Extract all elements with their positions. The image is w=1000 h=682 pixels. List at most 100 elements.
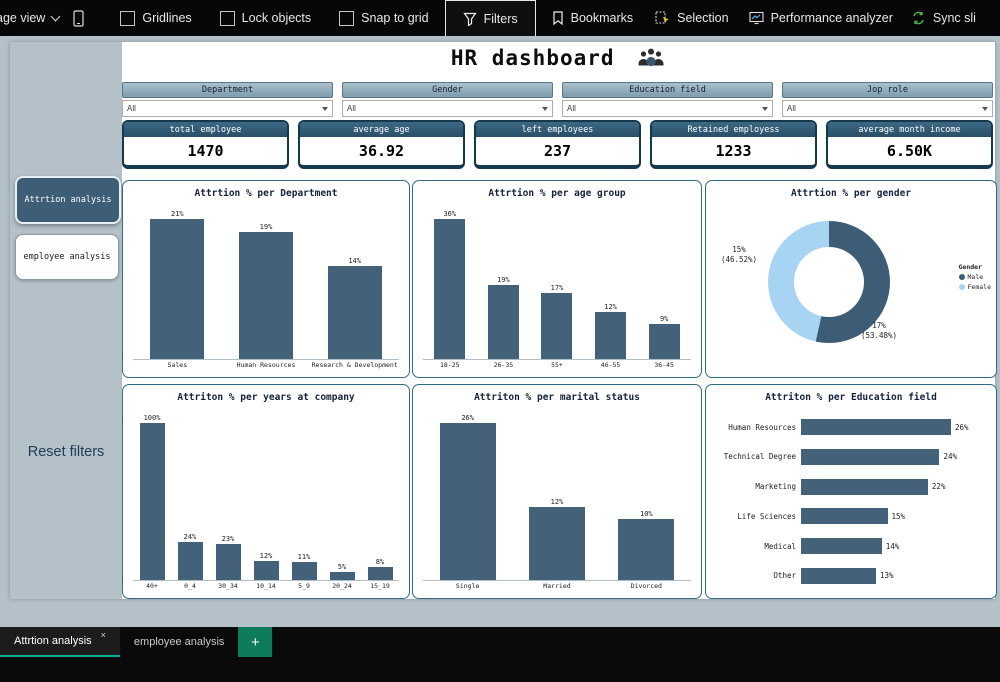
bar[interactable] bbox=[253, 560, 279, 580]
bar[interactable] bbox=[215, 543, 241, 580]
slicer-gender-dropdown[interactable]: All bbox=[342, 100, 553, 117]
report-page: Attrtion analysis employee analysis Rese… bbox=[10, 42, 997, 599]
bar[interactable] bbox=[528, 507, 585, 580]
bar-category-label: Other bbox=[773, 571, 796, 581]
employee-analysis-button[interactable]: employee analysis bbox=[15, 234, 119, 280]
bar[interactable] bbox=[150, 219, 205, 359]
bar[interactable] bbox=[801, 478, 928, 495]
bar[interactable] bbox=[801, 538, 882, 555]
bar-column[interactable]: 21% bbox=[133, 208, 222, 359]
slicer-job-role-value: All bbox=[787, 104, 796, 113]
bar[interactable] bbox=[329, 571, 355, 580]
hbar-row[interactable]: Life Sciences 15% bbox=[712, 506, 988, 526]
bar-column[interactable]: 14% bbox=[310, 208, 399, 359]
bar-column[interactable]: 26% bbox=[423, 412, 512, 580]
bar[interactable] bbox=[801, 508, 888, 525]
kpi-value: 6.50K bbox=[886, 142, 933, 160]
kpi-average-month-income[interactable]: average month income 6.50K bbox=[826, 120, 993, 169]
bar[interactable] bbox=[327, 265, 382, 359]
bar-column[interactable]: 19% bbox=[477, 208, 531, 359]
bar[interactable] bbox=[367, 567, 393, 580]
chart-title: Attrtion % per age group bbox=[488, 188, 626, 199]
slicer-department-dropdown[interactable]: All bbox=[122, 100, 333, 117]
bar[interactable] bbox=[139, 423, 165, 580]
bar-column[interactable]: 24% bbox=[171, 412, 209, 580]
lock-objects-toggle[interactable]: Lock objects bbox=[219, 10, 311, 26]
bar-column[interactable]: 8% bbox=[361, 412, 399, 580]
sync-slicers-toggle[interactable]: Sync sli bbox=[911, 11, 976, 25]
bar-category-label: 0_4 bbox=[184, 581, 196, 590]
page-title-text: HR dashboard bbox=[450, 46, 615, 70]
bar-column[interactable]: 36% bbox=[423, 208, 477, 359]
slicer-gender: Gender All bbox=[342, 82, 553, 117]
bar[interactable] bbox=[487, 284, 519, 359]
bar[interactable] bbox=[801, 419, 951, 435]
hbar-row[interactable]: Human Resources 26% bbox=[712, 417, 988, 437]
kpi-label: average age bbox=[300, 122, 463, 137]
attrition-analysis-button[interactable]: Attrtion analysis bbox=[15, 176, 121, 224]
left-navigation-region: Attrtion analysis employee analysis Rese… bbox=[10, 42, 122, 599]
slicer-job-role-dropdown[interactable]: All bbox=[782, 100, 993, 117]
bar[interactable] bbox=[439, 423, 496, 580]
snap-to-grid-toggle[interactable]: Snap to grid bbox=[339, 10, 429, 26]
lock-objects-checkbox[interactable] bbox=[219, 10, 235, 26]
chevron-down-icon bbox=[542, 106, 548, 111]
hbar-row[interactable]: Technical Degree 24% bbox=[712, 447, 988, 467]
bar-column[interactable]: 12% bbox=[584, 208, 638, 359]
kpi-average-age[interactable]: average age 36.92 bbox=[298, 120, 465, 169]
filters-pane-toggle[interactable]: Filters bbox=[444, 0, 536, 36]
bar-value-label: 24% bbox=[943, 452, 957, 462]
bar-column[interactable]: 12% bbox=[247, 412, 285, 580]
slicer-education-field-dropdown[interactable]: All bbox=[562, 100, 773, 117]
performance-analyzer-icon bbox=[749, 11, 764, 25]
chart-attrition-by-education-field: Attriton % per Education field Human Res… bbox=[705, 384, 997, 599]
gender-donut[interactable] bbox=[768, 221, 890, 343]
bar-value-label: 14% bbox=[348, 256, 361, 265]
bar-column[interactable]: 17% bbox=[530, 208, 584, 359]
bar[interactable] bbox=[177, 541, 203, 580]
bar-column[interactable]: 10% bbox=[602, 412, 691, 580]
mobile-layout-button[interactable] bbox=[73, 9, 84, 27]
bookmarks-pane-toggle[interactable]: Bookmarks bbox=[552, 11, 633, 25]
bar[interactable] bbox=[801, 448, 940, 465]
bar[interactable] bbox=[239, 232, 293, 359]
chart-attrition-by-years-at-company: Attriton % per years at company 100% 24% 2… bbox=[122, 384, 410, 599]
hbar-row[interactable]: Other 13% bbox=[712, 566, 988, 586]
bar-column[interactable]: 100% bbox=[133, 412, 171, 580]
hbar-row[interactable]: Medical 14% bbox=[712, 536, 988, 556]
reset-filters-button[interactable]: Reset filters bbox=[27, 444, 105, 460]
kpi-total-employee[interactable]: total employee 1470 bbox=[122, 120, 289, 169]
bar[interactable] bbox=[618, 519, 675, 580]
bar-column[interactable]: 12% bbox=[512, 412, 601, 580]
gridlines-checkbox[interactable] bbox=[120, 10, 136, 26]
hbar-row[interactable]: Marketing 22% bbox=[712, 477, 988, 497]
close-tab-icon[interactable]: × bbox=[100, 630, 106, 640]
bar[interactable] bbox=[801, 567, 876, 584]
add-page-button[interactable]: + bbox=[238, 627, 273, 657]
bar-column[interactable]: 5% bbox=[323, 412, 361, 580]
snap-to-grid-checkbox[interactable] bbox=[339, 10, 355, 26]
bar-plot: 21% 19% 14% Sales Human Resources Research & … bbox=[133, 208, 399, 369]
bar[interactable] bbox=[595, 312, 627, 359]
bar-column[interactable]: 9% bbox=[637, 208, 691, 359]
bar[interactable] bbox=[291, 562, 317, 580]
legend-item-male[interactable]: Male bbox=[958, 273, 991, 281]
page-view-control[interactable]: age view bbox=[0, 11, 61, 25]
bar[interactable] bbox=[434, 219, 466, 359]
bar[interactable] bbox=[541, 292, 573, 359]
performance-analyzer-toggle[interactable]: Performance analyzer bbox=[749, 11, 893, 25]
legend-item-female[interactable]: Female bbox=[958, 283, 991, 291]
chart-title: Attriton % per Education field bbox=[765, 392, 937, 403]
tab-employee-analysis[interactable]: employee analysis bbox=[120, 627, 239, 657]
kpi-retained-employees[interactable]: Retained employess 1233 bbox=[650, 120, 817, 169]
tab-attrition-analysis[interactable]: Attrtion analysis × bbox=[0, 627, 120, 657]
selection-pane-toggle[interactable]: Selection bbox=[655, 11, 729, 25]
bar-column[interactable]: 11% bbox=[285, 412, 323, 580]
slicer-job-role-header: Jop role bbox=[782, 82, 993, 98]
legend-label: Male bbox=[967, 273, 984, 281]
bar-column[interactable]: 23% bbox=[209, 412, 247, 580]
bar[interactable] bbox=[648, 323, 680, 359]
gridlines-toggle[interactable]: Gridlines bbox=[120, 10, 192, 26]
kpi-left-employees[interactable]: left employees 237 bbox=[474, 120, 641, 169]
bar-column[interactable]: 19% bbox=[222, 208, 311, 359]
